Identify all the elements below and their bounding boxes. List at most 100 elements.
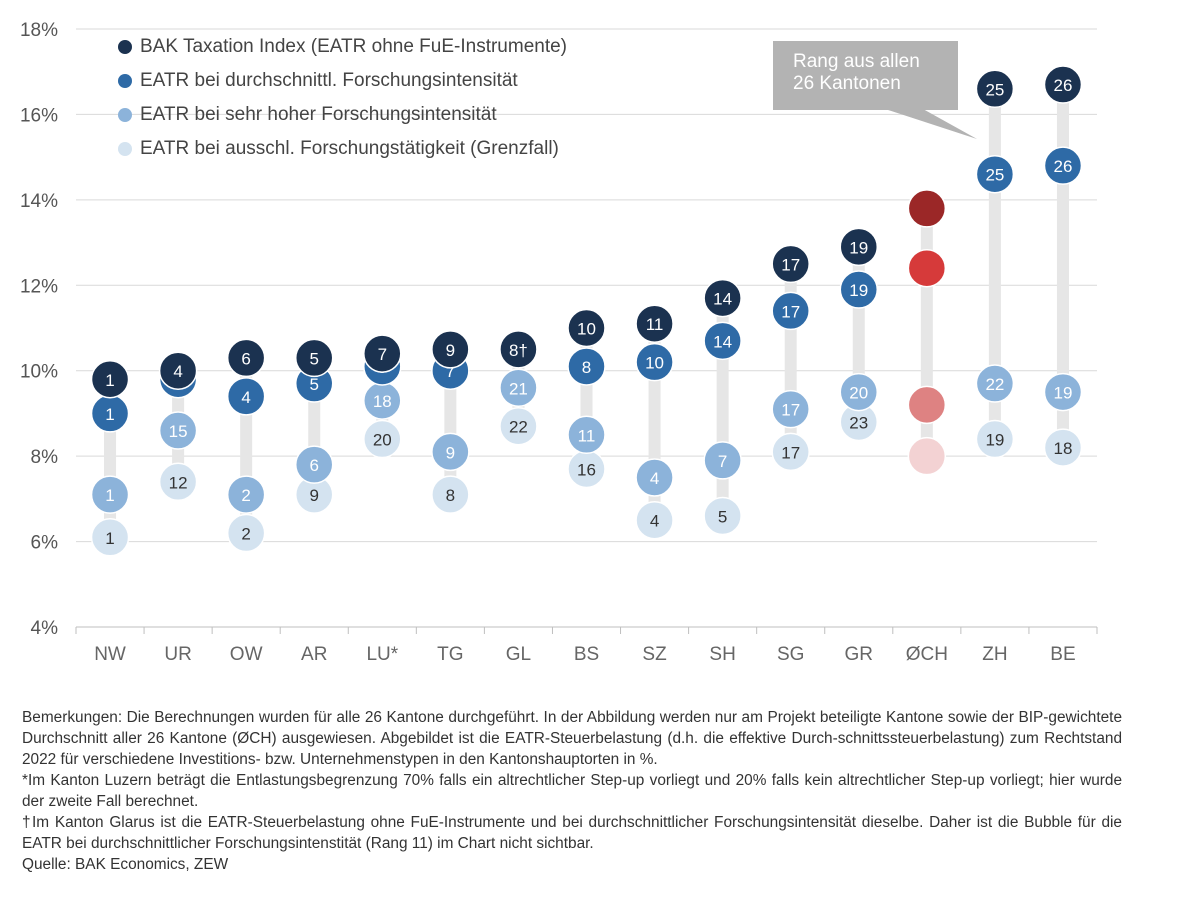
legend-label: EATR bei sehr hoher Forschungsintensität xyxy=(140,104,497,125)
y-tick-label: 4% xyxy=(31,618,59,639)
rank-label: 5 xyxy=(309,375,318,394)
rank-label: 19 xyxy=(985,431,1004,450)
data-bubble xyxy=(907,189,947,228)
legend-label: BAK Taxation Index (EATR ohne FuE-Instru… xyxy=(140,36,567,57)
rank-label: 19 xyxy=(1054,384,1073,403)
data-bubble xyxy=(771,432,810,472)
x-tick-label: AR xyxy=(301,644,327,665)
data-bubble xyxy=(226,338,266,378)
x-tick-label: OW xyxy=(230,644,263,665)
rank-label: 6 xyxy=(241,349,250,368)
legend-item: EATR bei durchschnittl. Forschungsintens… xyxy=(118,64,567,98)
data-bubble xyxy=(635,500,674,540)
data-bubble xyxy=(703,496,742,536)
rank-label: 20 xyxy=(373,431,392,450)
data-bubble xyxy=(975,364,1015,403)
rank-label: 17 xyxy=(781,443,800,462)
data-bubble xyxy=(635,304,674,343)
data-bubble xyxy=(431,475,470,514)
rank-label: 7 xyxy=(718,452,727,471)
rank-label: 6 xyxy=(309,456,318,475)
data-bubble xyxy=(226,377,266,416)
bubble-chart: 4% 6% 8% 10% 12% 14% 16% 18% NW UR OW AR LU* TG GL BS SZ… xyxy=(20,20,1098,665)
data-bubble xyxy=(975,69,1015,109)
data-bubble xyxy=(294,445,334,484)
rank-label: 25 xyxy=(985,80,1004,99)
data-bubble xyxy=(294,338,334,378)
y-tick-label: 16% xyxy=(20,105,58,126)
legend-label: EATR bei durchschnittl. Forschungsintens… xyxy=(140,70,518,91)
data-bubble xyxy=(1043,372,1083,412)
legend-marker xyxy=(118,40,132,54)
rank-label: 4 xyxy=(173,362,182,381)
data-bubble xyxy=(839,270,879,309)
x-tick-label: GL xyxy=(506,644,531,665)
legend-item: EATR bei sehr hoher Forschungsintensität xyxy=(118,98,567,132)
rank-label: 16 xyxy=(577,460,596,479)
y-tick-label: 6% xyxy=(31,533,59,554)
x-tick-label: BE xyxy=(1050,644,1075,665)
callout-line: Rang aus allen xyxy=(793,51,920,72)
note-glarus: †Im Kanton Glarus ist die EATR-Steuerbel… xyxy=(22,814,1122,852)
data-bubble xyxy=(1043,65,1083,104)
rank-label: 5 xyxy=(309,349,318,368)
data-bubble xyxy=(907,385,947,425)
note-luzern: *Im Kanton Luzern beträgt die Entlastung… xyxy=(22,772,1122,810)
data-bubble xyxy=(363,334,402,373)
x-tick-label: BS xyxy=(574,644,599,665)
rank-label: 15 xyxy=(169,422,188,441)
rank-label: 1 xyxy=(105,405,114,424)
y-tick-label: 10% xyxy=(20,362,58,383)
x-tick-label: SZ xyxy=(642,644,667,665)
data-bubble xyxy=(635,342,674,382)
data-bubble xyxy=(907,248,947,288)
rank-label: 9 xyxy=(309,486,318,505)
callout-pointer xyxy=(885,109,977,139)
legend-marker xyxy=(118,142,132,156)
rank-label: 20 xyxy=(849,384,868,403)
data-bubble xyxy=(839,372,879,412)
data-bubble xyxy=(771,244,810,284)
note-remarks: Bemerkungen: Die Berechnungen wurden für… xyxy=(22,709,1122,768)
data-bubble xyxy=(90,518,130,557)
data-bubble xyxy=(499,406,538,446)
data-bubble xyxy=(703,321,742,361)
rank-label: 17 xyxy=(781,401,800,420)
data-bubble xyxy=(158,462,198,502)
rank-label: 21 xyxy=(509,379,528,398)
rank-label: 22 xyxy=(985,375,1004,394)
rank-label: 11 xyxy=(646,315,664,334)
rank-label: 9 xyxy=(446,341,455,360)
rank-label: 7 xyxy=(378,345,387,364)
rank-label: 19 xyxy=(849,238,868,257)
rank-label: 8 xyxy=(446,486,455,505)
rank-label: 9 xyxy=(446,443,455,462)
data-bubble xyxy=(907,436,947,476)
rank-label: 10 xyxy=(645,354,664,373)
rank-label: 23 xyxy=(849,413,868,432)
x-tick-label: SH xyxy=(709,644,735,665)
rank-label: 4 xyxy=(650,469,659,488)
rank-label: 17 xyxy=(781,302,800,321)
rank-label: 2 xyxy=(241,486,250,505)
rank-label: 1 xyxy=(105,486,114,505)
data-bubble xyxy=(771,291,810,331)
callout-line: 26 Kantonen xyxy=(793,73,901,94)
rank-label: 10 xyxy=(577,320,596,339)
data-bubble xyxy=(431,330,470,369)
y-tick-label: 18% xyxy=(20,20,58,41)
rank-label: 19 xyxy=(849,281,868,300)
rank-label: 22 xyxy=(509,418,528,437)
rank-label: 12 xyxy=(169,473,188,492)
data-bubble xyxy=(703,441,742,480)
note-source: Quelle: BAK Economics, ZEW xyxy=(22,856,229,873)
data-bubble xyxy=(363,419,402,459)
data-bubble xyxy=(499,330,538,369)
rank-callout: Rang aus allen 26 Kantonen xyxy=(773,41,958,110)
data-bubble xyxy=(1043,428,1083,467)
data-bubble xyxy=(771,389,810,429)
rank-label: 1 xyxy=(105,371,114,390)
chart-area: 4% 6% 8% 10% 12% 14% 16% 18% NW UR OW AR LU* TG GL BS SZ… xyxy=(20,20,1098,665)
rank-label: 25 xyxy=(985,166,1004,185)
rank-label: 8 xyxy=(582,358,591,377)
